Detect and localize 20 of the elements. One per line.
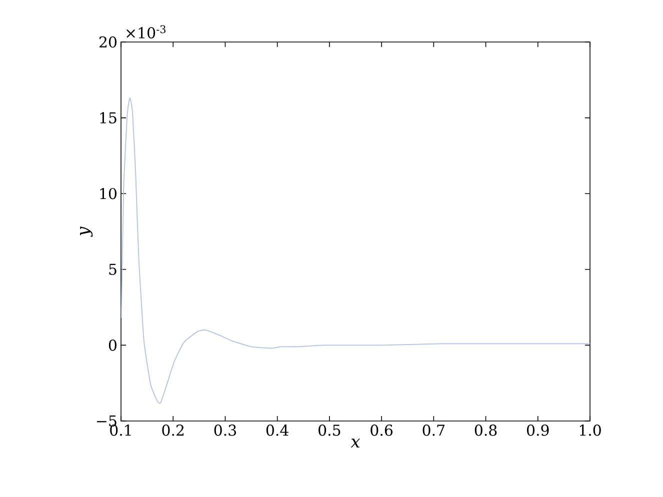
x-tick-label: 0.7 — [422, 424, 444, 436]
x-tick-label: 1.0 — [580, 424, 601, 436]
x-tick-label: 0.2 — [162, 424, 184, 436]
x-tick-label: 0.5 — [318, 424, 340, 436]
text: ×10$^{-3}$ — [126, 25, 166, 38]
line-series — [121, 98, 590, 404]
y-tick-label: 0 — [108, 340, 116, 351]
x-tick-label: 0.4 — [266, 424, 288, 436]
x-tick-label: 0.9 — [526, 424, 549, 436]
x-tick-label: 0.3 — [214, 424, 236, 436]
x-tick-label: 0.1 — [110, 424, 131, 436]
y-tick-label: 10 — [100, 188, 116, 200]
y-tick-label: −5 — [97, 415, 116, 427]
y-tick-label: 20 — [99, 36, 116, 48]
x-tick-label: 0.6 — [370, 424, 392, 436]
y-axis-title: y — [80, 226, 93, 237]
y-tick-label: 5 — [109, 264, 116, 275]
y-tick-label: 15 — [100, 112, 116, 124]
x-axis-title: x — [350, 438, 360, 448]
x-tick-label: 0.8 — [474, 424, 497, 436]
